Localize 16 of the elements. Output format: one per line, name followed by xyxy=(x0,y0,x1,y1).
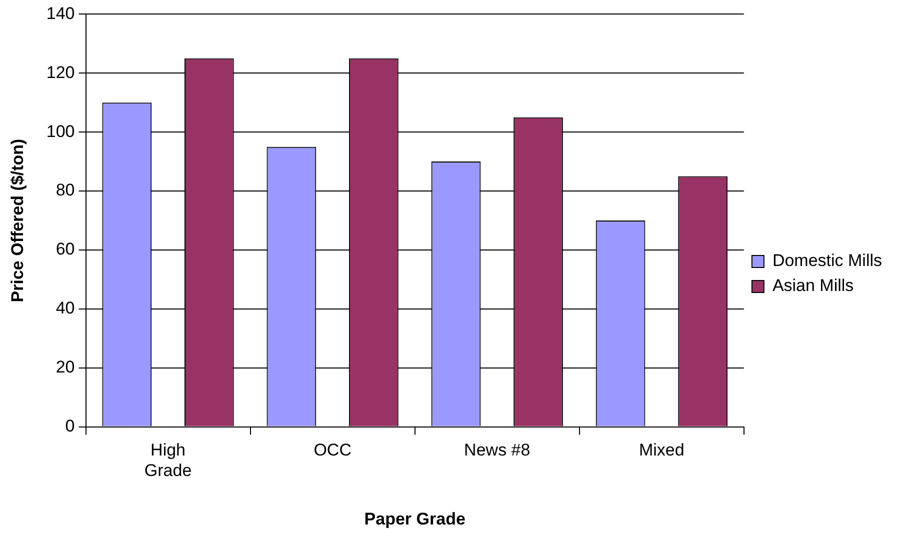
y-tick-label: 40 xyxy=(56,298,75,318)
y-tick-label: 120 xyxy=(46,62,75,82)
y-tick-label: 0 xyxy=(65,416,75,436)
y-tick-label: 80 xyxy=(56,180,75,200)
x-axis-title: Paper Grade xyxy=(364,509,466,528)
y-tick-label: 140 xyxy=(46,4,75,23)
y-tick-label: 20 xyxy=(56,358,75,377)
legend-label: Asian Mills xyxy=(772,276,854,296)
x-tick-label: News #8 xyxy=(464,440,530,460)
legend-label: Domestic Mills xyxy=(772,251,882,270)
x-tick-label: High Grade xyxy=(144,440,192,480)
x-tick-label: OCC xyxy=(314,440,352,460)
x-tick-label: Mixed xyxy=(638,440,684,460)
y-axis-title: Price Offered ($/ton) xyxy=(8,138,27,302)
y-tick-label: 60 xyxy=(56,240,75,259)
y-tick-label: 100 xyxy=(46,122,75,141)
